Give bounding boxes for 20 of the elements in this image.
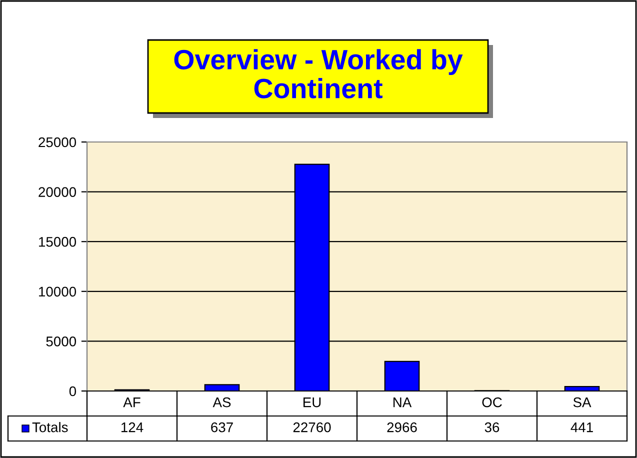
chart-title: Overview - Worked by Continent [174, 49, 463, 98]
x-tick-label: NA [393, 398, 412, 408]
data-label: 22760 [293, 422, 331, 432]
x-tick-label: OC [482, 397, 502, 408]
x-tick-label: AS [212, 397, 231, 408]
x-tick-label: SA [573, 397, 592, 408]
data-label: 441 [570, 422, 593, 432]
y-tick-label: 5000 [46, 336, 76, 346]
y-tick-label: 15000 [39, 236, 76, 247]
x-tick-label: EU [303, 398, 321, 408]
y-tick-label: 0 [69, 386, 76, 396]
data-label: 2966 [387, 422, 417, 432]
legend-label: Totals [32, 422, 68, 432]
data-label: 124 [121, 422, 144, 432]
y-tick-label: 20000 [38, 187, 76, 197]
y-tick-label: 10000 [39, 286, 76, 297]
data-label: 637 [211, 422, 233, 432]
y-tick-label: 25000 [38, 137, 76, 148]
data-label: 36 [484, 422, 500, 432]
x-tick-label: AF [123, 398, 140, 408]
